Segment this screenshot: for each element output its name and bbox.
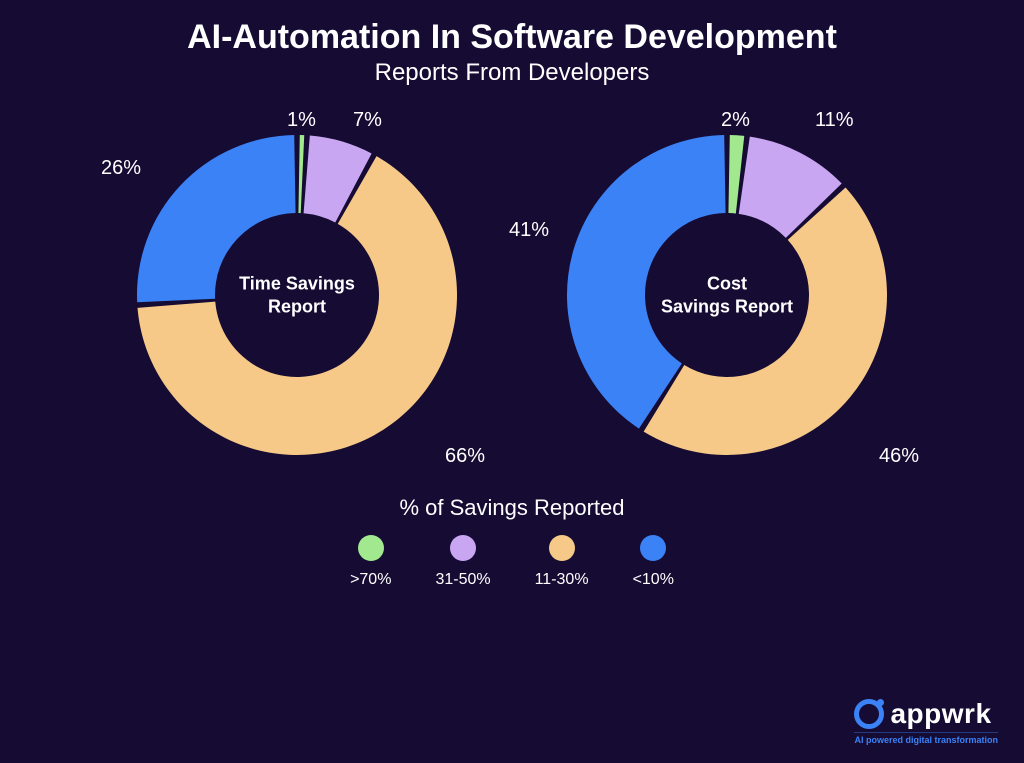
donut-cost-center-label: Cost Savings Report bbox=[661, 273, 793, 318]
donut-time-center-label: Time Savings Report bbox=[239, 273, 355, 318]
time-slice-label-lt10: 26% bbox=[101, 157, 141, 180]
time-slice-label-gt70: 1% bbox=[287, 109, 316, 132]
time-slice-label-31_50: 7% bbox=[353, 109, 382, 132]
legend-title: % of Savings Reported bbox=[0, 495, 1024, 521]
legend-swatch-11_30 bbox=[549, 535, 575, 561]
legend-item-lt10: <10% bbox=[633, 535, 674, 589]
time-slice-gt70 bbox=[298, 135, 304, 213]
donut-cost-savings: Cost Savings Report 2%11%46%41% bbox=[567, 135, 887, 455]
legend-label-gt70: >70% bbox=[350, 571, 391, 589]
page-title: AI-Automation In Software Development bbox=[0, 0, 1024, 57]
legend-label-31_50: 31-50% bbox=[435, 571, 490, 589]
time-slice-label-11_30: 66% bbox=[445, 445, 485, 468]
donut-time-savings: Time Savings Report 1%7%66%26% bbox=[137, 135, 457, 455]
legend-item-gt70: >70% bbox=[350, 535, 391, 589]
cost-slice-label-lt10: 41% bbox=[509, 219, 549, 242]
cost-slice-label-gt70: 2% bbox=[721, 109, 750, 132]
brand-logo: appwrk AI powered digital transformation bbox=[854, 698, 998, 745]
cost-slice-label-31_50: 11% bbox=[815, 109, 854, 132]
legend-item-31_50: 31-50% bbox=[435, 535, 490, 589]
brand-tagline: AI powered digital transformation bbox=[854, 732, 998, 745]
legend: % of Savings Reported >70% 31-50% 11-30% <1… bbox=[0, 495, 1024, 589]
cost-slice-label-11_30: 46% bbox=[879, 445, 919, 468]
legend-swatch-lt10 bbox=[640, 535, 666, 561]
legend-swatch-31_50 bbox=[450, 535, 476, 561]
legend-label-11_30: 11-30% bbox=[535, 571, 589, 589]
legend-items: >70% 31-50% 11-30% <10% bbox=[0, 535, 1024, 589]
brand-name: appwrk bbox=[890, 698, 991, 730]
page-subtitle: Reports From Developers bbox=[0, 59, 1024, 87]
legend-label-lt10: <10% bbox=[633, 571, 674, 589]
legend-item-11_30: 11-30% bbox=[535, 535, 589, 589]
brand-mark-icon bbox=[854, 699, 884, 729]
charts-row: Time Savings Report 1%7%66%26% Cost Savi… bbox=[0, 135, 1024, 455]
legend-swatch-gt70 bbox=[358, 535, 384, 561]
